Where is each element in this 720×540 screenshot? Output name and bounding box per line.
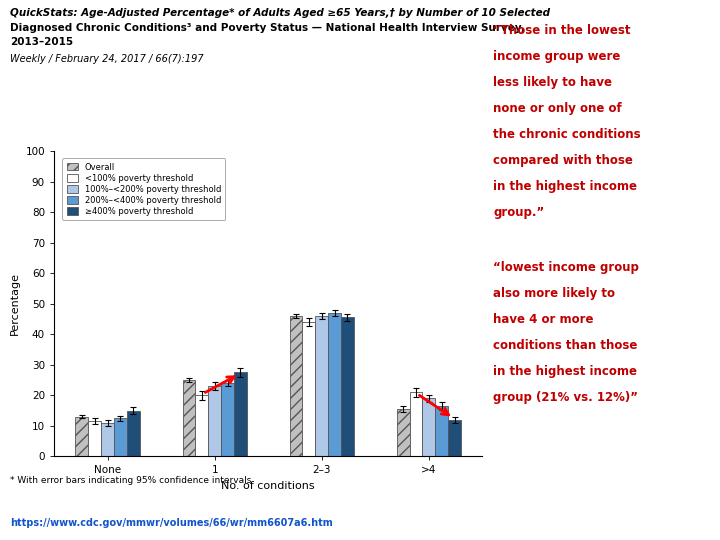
Text: “Those in the lowest: “Those in the lowest [493, 24, 631, 37]
Legend: Overall, <100% poverty threshold, 100%–<200% poverty threshold, 200%–<400% pover: Overall, <100% poverty threshold, 100%–<… [63, 158, 225, 220]
Bar [302, 322, 315, 456]
Text: “lowest income group: “lowest income group [493, 261, 639, 274]
Text: QuickStats: Age-Adjusted Percentage* of Adults Aged ≥65 Years,† by Number of 10 : QuickStats: Age-Adjusted Percentage* of … [10, 8, 550, 18]
Text: Diagnosed Chronic Conditions³ and Poverty Status — National Health Interview Sur: Diagnosed Chronic Conditions³ and Povert… [10, 23, 525, 33]
Text: https://www.cdc.gov/mmwr/volumes/66/wr/mm6607a6.htm: https://www.cdc.gov/mmwr/volumes/66/wr/m… [10, 518, 333, 529]
Bar [397, 409, 410, 456]
Bar [436, 406, 448, 456]
Bar [208, 386, 221, 456]
Bar [114, 418, 127, 456]
Bar [234, 373, 247, 456]
Bar [423, 399, 436, 456]
X-axis label: No. of conditions: No. of conditions [221, 481, 315, 491]
Text: Weekly / February 24, 2017 / 66(7):197: Weekly / February 24, 2017 / 66(7):197 [10, 54, 204, 64]
Bar [341, 318, 354, 456]
Text: 2013–2015: 2013–2015 [10, 37, 73, 48]
Text: group.”: group.” [493, 206, 544, 219]
Bar [127, 410, 140, 456]
Bar [183, 380, 195, 456]
Text: income group were: income group were [493, 50, 621, 63]
Bar [315, 316, 328, 456]
Text: * With error bars indicating 95% confidence intervals: * With error bars indicating 95% confide… [10, 476, 251, 485]
Text: the chronic conditions: the chronic conditions [493, 128, 641, 141]
Bar [289, 316, 302, 456]
Bar [101, 423, 114, 456]
Text: in the highest income: in the highest income [493, 365, 637, 378]
Bar [76, 417, 89, 456]
Text: none or only one of: none or only one of [493, 102, 622, 115]
Text: compared with those: compared with those [493, 154, 633, 167]
Text: also more likely to: also more likely to [493, 287, 615, 300]
Text: have 4 or more: have 4 or more [493, 313, 594, 326]
Bar [448, 420, 461, 456]
Y-axis label: Percentage: Percentage [10, 272, 19, 335]
Text: less likely to have: less likely to have [493, 76, 612, 89]
Text: group (21% vs. 12%)”: group (21% vs. 12%)” [493, 391, 638, 404]
Bar [221, 383, 234, 456]
Text: in the highest income: in the highest income [493, 180, 637, 193]
Bar [328, 313, 341, 456]
Text: conditions than those: conditions than those [493, 339, 638, 352]
Bar [410, 392, 423, 456]
Bar [89, 421, 101, 456]
Bar [195, 395, 208, 456]
